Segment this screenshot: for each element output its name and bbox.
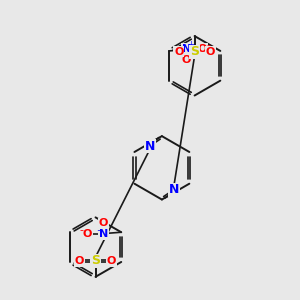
Text: N: N	[145, 140, 155, 152]
Text: +: +	[187, 40, 194, 50]
Text: O: O	[107, 256, 116, 266]
Text: N: N	[169, 183, 179, 196]
Text: N: N	[99, 229, 108, 239]
Text: O: O	[206, 47, 215, 57]
Text: O: O	[182, 55, 191, 65]
Text: N: N	[182, 44, 191, 54]
Text: O: O	[75, 256, 84, 266]
Text: O: O	[174, 47, 183, 57]
Text: S: S	[91, 254, 100, 268]
Text: S: S	[190, 45, 199, 58]
Text: +: +	[96, 226, 103, 235]
Text: -: -	[206, 40, 211, 50]
Text: -: -	[80, 225, 84, 235]
Text: O: O	[83, 229, 92, 239]
Text: O: O	[99, 218, 108, 228]
Text: O: O	[198, 44, 207, 54]
